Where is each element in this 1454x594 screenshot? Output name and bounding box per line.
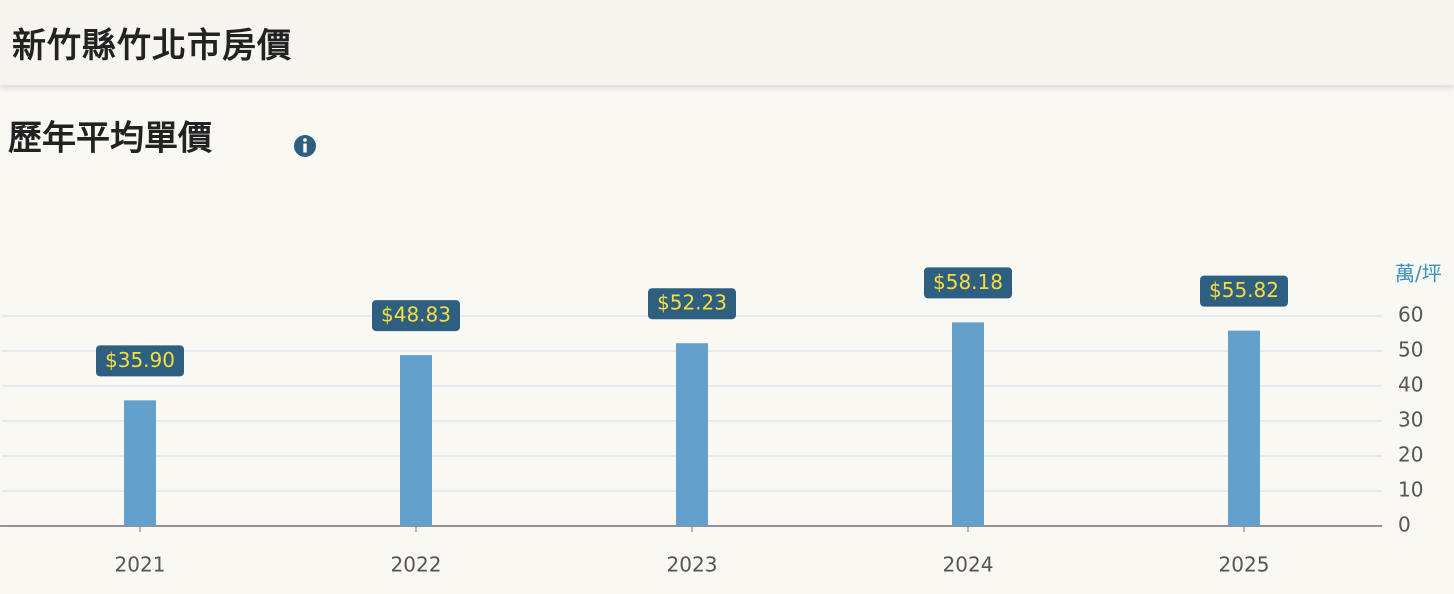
y-unit: 萬/坪	[1395, 262, 1442, 286]
value-label: $52.23	[657, 291, 727, 315]
y-tick-label: 0	[1398, 513, 1411, 537]
value-label-box	[96, 345, 184, 377]
y-tick-label: 10	[1398, 478, 1423, 502]
x-tick-label: 2022	[391, 553, 442, 577]
x-tick-label: 2025	[1219, 553, 1270, 577]
y-tick-label: 50	[1398, 338, 1423, 362]
x-tick-label: 2023	[667, 553, 718, 577]
info-icon-dot	[303, 138, 307, 142]
header: 新竹縣竹北市房價	[0, 0, 1454, 85]
x-tick-label: 2024	[943, 553, 994, 577]
x-tick-label: 2021	[115, 553, 166, 577]
value-label-box	[924, 267, 1012, 299]
y-tick-label: 30	[1398, 408, 1423, 432]
bar	[400, 355, 432, 526]
page-title: 新竹縣竹北市房價	[12, 26, 292, 66]
value-label-box	[648, 288, 736, 320]
chart-title: 歷年平均單價	[8, 119, 212, 159]
bar	[676, 343, 708, 526]
info-icon-bar	[303, 143, 307, 153]
chart: 歷年平均單價 萬/坪 0 10 20 30 40 50 60 2021 $35.90 2022 $4…	[0, 119, 1442, 577]
value-label: $55.82	[1209, 278, 1279, 302]
value-label-box	[372, 300, 460, 332]
y-tick-label: 60	[1398, 303, 1423, 327]
value-label: $35.90	[105, 348, 175, 372]
y-tick-label: 20	[1398, 443, 1423, 467]
value-label: $48.83	[381, 303, 451, 327]
bar	[124, 400, 156, 526]
bar	[1228, 330, 1260, 526]
info-icon[interactable]	[294, 135, 316, 157]
bar	[952, 322, 984, 526]
value-label: $58.18	[933, 270, 1003, 294]
value-label-box	[1200, 275, 1288, 307]
y-tick-label: 40	[1398, 373, 1423, 397]
